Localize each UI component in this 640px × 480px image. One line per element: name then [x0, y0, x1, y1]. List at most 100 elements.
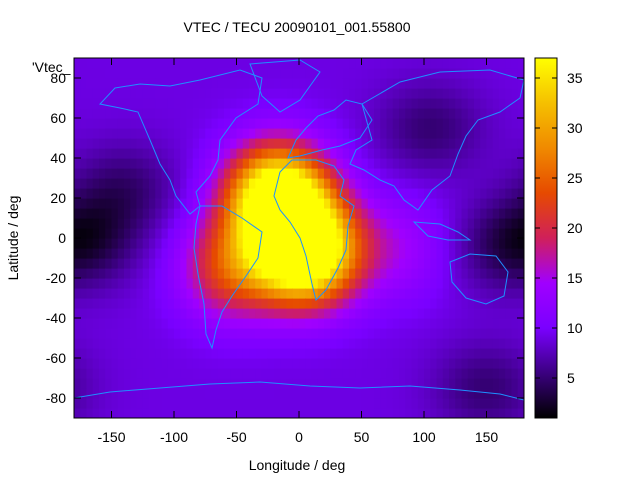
heat-cell — [149, 278, 156, 289]
heat-cell — [249, 298, 256, 309]
heat-cell — [99, 208, 106, 219]
heat-cell — [436, 218, 444, 229]
heat-cell — [392, 248, 400, 259]
heat-cell — [286, 158, 294, 169]
heat-cell — [242, 118, 250, 129]
heat-cell — [517, 388, 524, 399]
heat-cell — [336, 218, 344, 229]
heat-cell — [430, 228, 438, 239]
heat-cell — [336, 318, 344, 329]
heat-cell — [136, 398, 144, 409]
heat-cell — [386, 268, 394, 279]
heat-cell — [186, 298, 194, 309]
heat-cell — [511, 68, 519, 79]
heat-cell — [111, 198, 119, 209]
heat-cell — [274, 328, 281, 339]
heat-cell — [505, 88, 513, 99]
heat-cell — [142, 248, 150, 259]
heat-cell — [430, 98, 438, 109]
heat-cell — [92, 258, 100, 269]
heat-cell — [505, 288, 513, 299]
heat-cell — [424, 258, 431, 269]
heat-cell — [86, 258, 94, 269]
heat-cell — [124, 388, 131, 399]
heat-cell — [174, 328, 181, 339]
heat-cell — [161, 318, 169, 329]
heat-cell — [167, 258, 175, 269]
heat-cell — [205, 188, 213, 199]
heat-cell — [249, 158, 256, 169]
heat-cell — [336, 308, 344, 319]
heat-cell — [180, 188, 188, 199]
heat-cell — [449, 328, 456, 339]
heat-cell — [299, 108, 306, 119]
heat-cell — [436, 238, 444, 249]
heat-cell — [292, 158, 300, 169]
heat-cell — [92, 298, 100, 309]
heat-cell — [242, 238, 250, 249]
heat-cell — [217, 168, 225, 179]
heat-cell — [236, 198, 244, 209]
heat-cell — [324, 278, 331, 289]
heat-cell — [505, 368, 513, 379]
heat-cell — [142, 318, 150, 329]
heat-cell — [499, 218, 506, 229]
heat-cell — [292, 98, 300, 109]
heat-cell — [249, 78, 256, 89]
heat-cell — [361, 278, 369, 289]
heat-cell — [505, 248, 513, 259]
heat-cell — [255, 238, 263, 249]
heat-cell — [374, 138, 381, 149]
heat-cell — [399, 68, 406, 79]
heat-cell — [242, 98, 250, 109]
heat-cell — [399, 148, 406, 159]
heat-cell — [74, 138, 81, 149]
heat-cell — [180, 118, 188, 129]
heat-cell — [505, 128, 513, 139]
heat-cell — [405, 298, 413, 309]
heat-cell — [449, 348, 456, 359]
heat-cell — [255, 298, 263, 309]
heat-cell — [499, 328, 506, 339]
heat-cell — [330, 208, 338, 219]
heat-cell — [261, 328, 269, 339]
heat-cell — [255, 208, 263, 219]
heat-cell — [236, 158, 244, 169]
heat-cell — [130, 408, 138, 418]
heat-cell — [430, 398, 438, 409]
heat-cell — [424, 208, 431, 219]
heat-cell — [180, 168, 188, 179]
heat-cell — [430, 118, 438, 129]
heat-cell — [149, 78, 156, 89]
heat-cell — [511, 278, 519, 289]
heat-cell — [449, 118, 456, 129]
heat-cell — [299, 258, 306, 269]
heat-cell — [186, 138, 194, 149]
heat-cell — [205, 228, 213, 239]
heat-cell — [499, 188, 506, 199]
heat-cell — [342, 88, 350, 99]
heat-cell — [117, 108, 125, 119]
heat-cell — [149, 158, 156, 169]
heat-cell — [305, 248, 313, 259]
heat-cell — [480, 408, 488, 418]
heat-cell — [336, 248, 344, 259]
heat-cell — [249, 238, 256, 249]
heat-cell — [361, 168, 369, 179]
heat-cell — [380, 188, 388, 199]
heat-cell — [299, 358, 306, 369]
heat-cell — [361, 368, 369, 379]
heat-cell — [242, 138, 250, 149]
heat-cell — [261, 138, 269, 149]
heat-cell — [224, 368, 231, 379]
heat-cell — [111, 188, 119, 199]
heat-cell — [86, 158, 94, 169]
heat-cell — [461, 88, 469, 99]
heat-cell — [317, 348, 325, 359]
heat-cell — [299, 368, 306, 379]
heat-cell — [230, 138, 238, 149]
heat-cell — [105, 318, 113, 329]
colorbar — [534, 57, 558, 419]
heat-cell — [367, 238, 375, 249]
heat-cell — [505, 318, 513, 329]
